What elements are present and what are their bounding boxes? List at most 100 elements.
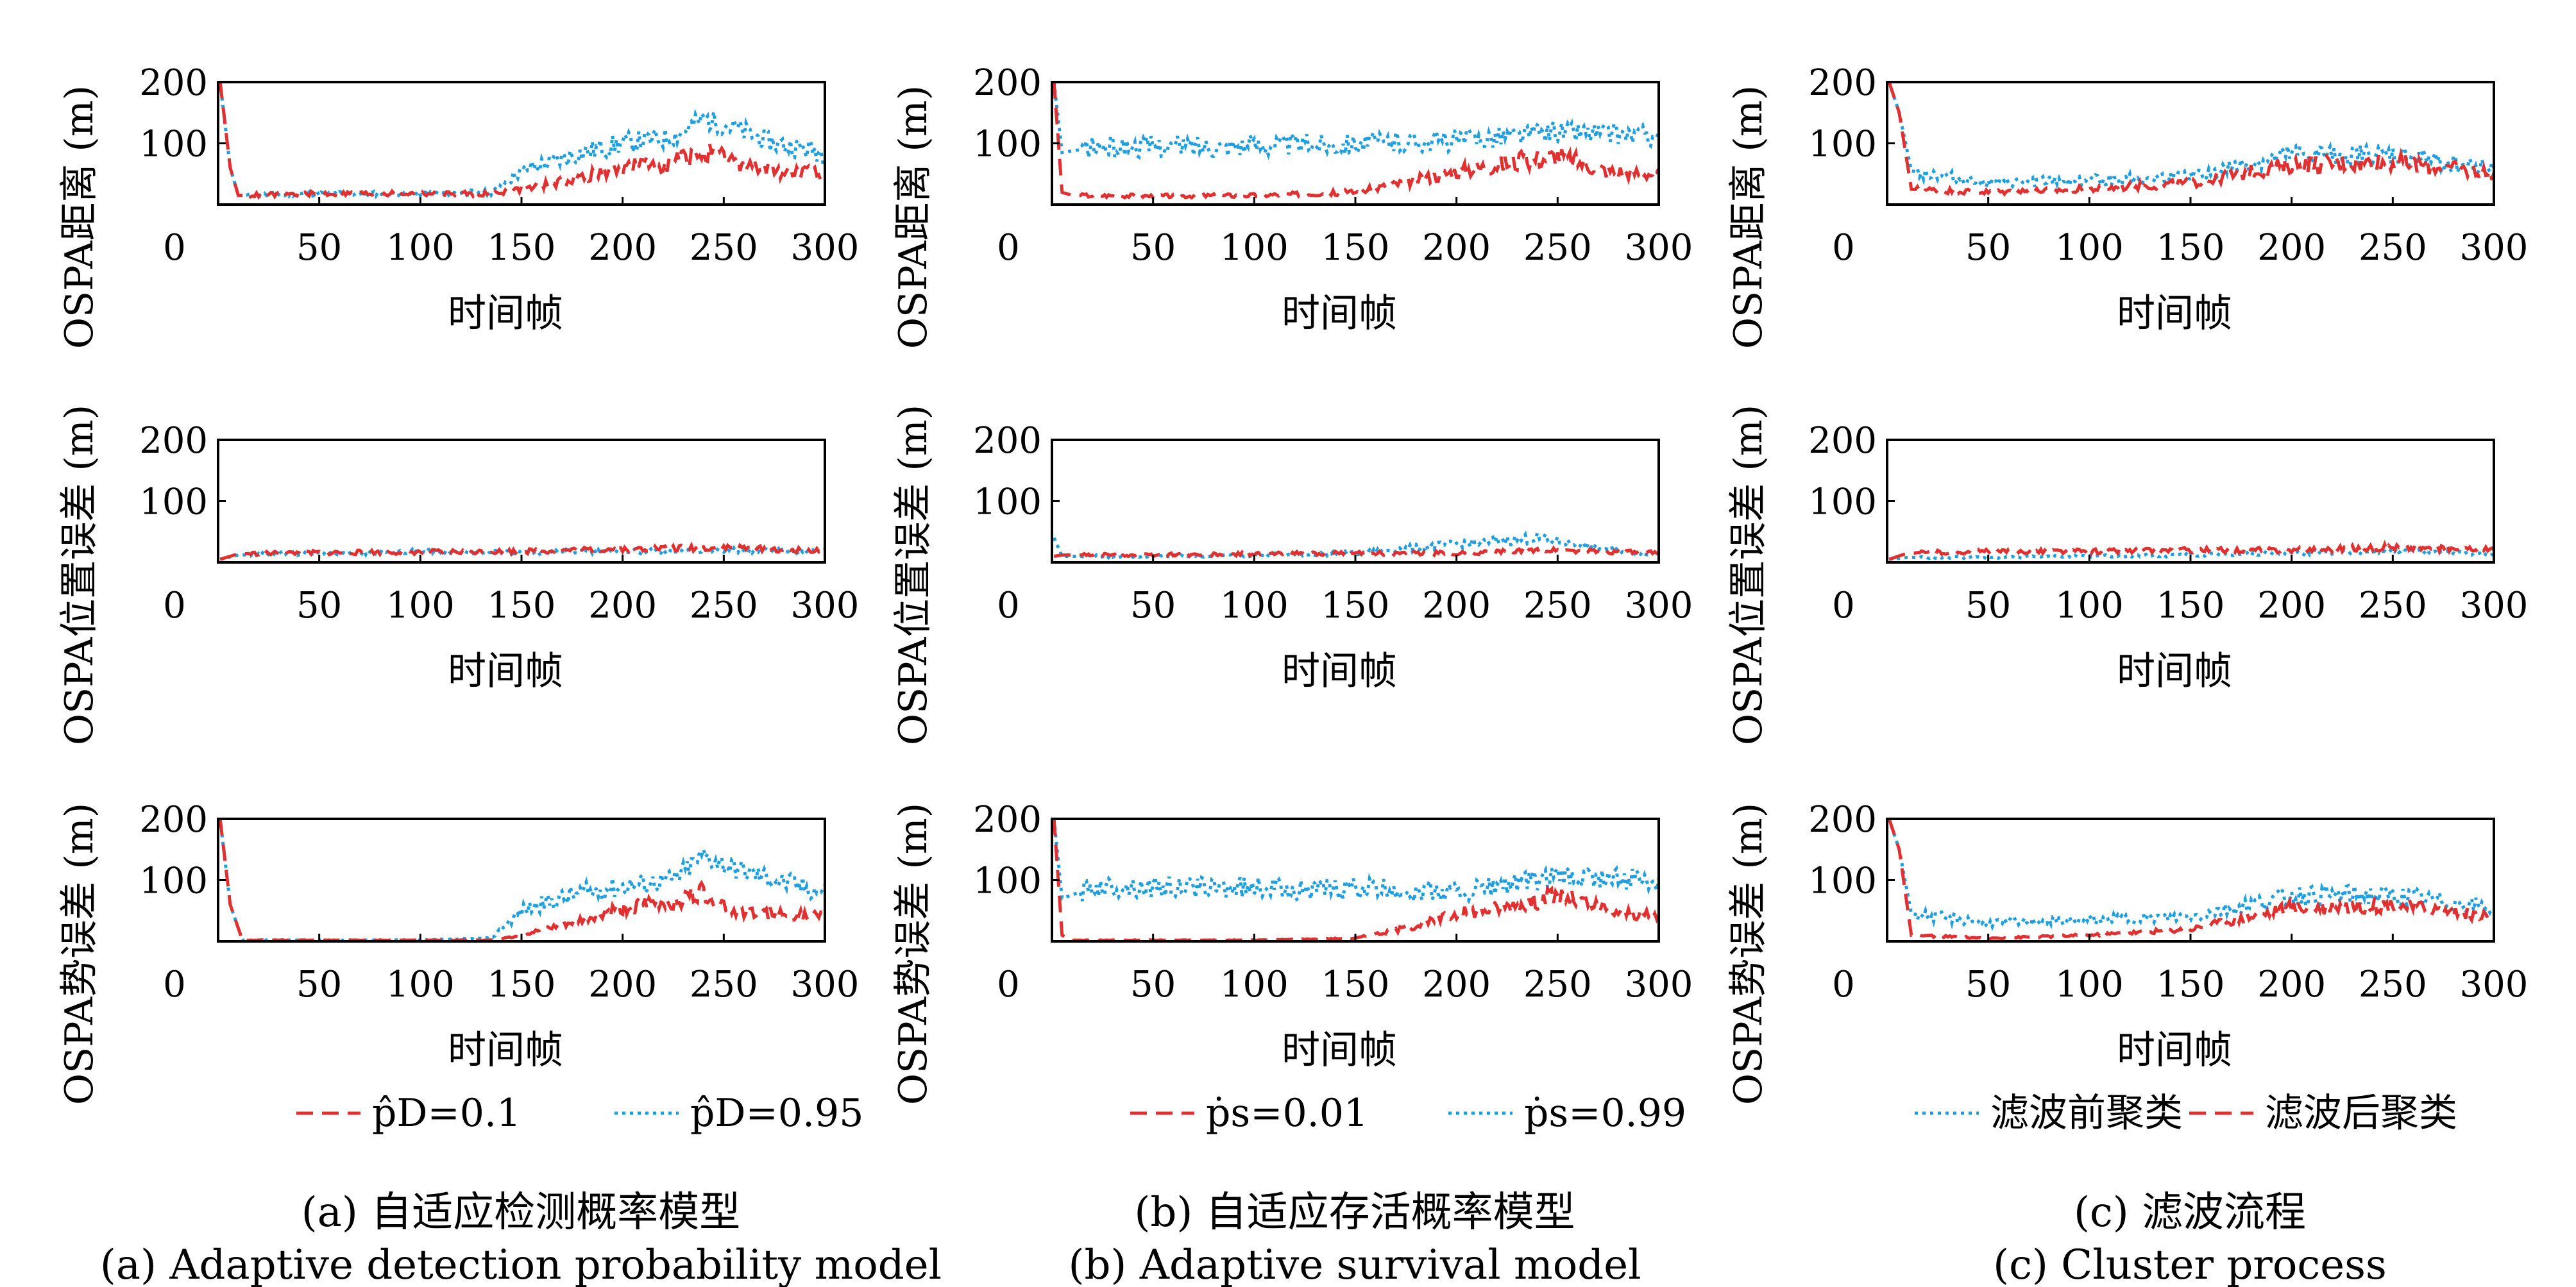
x-tick-label: 100	[386, 585, 455, 627]
x-tick-label: 200	[1422, 964, 1491, 1005]
x-tick-label: 300	[2460, 964, 2529, 1005]
x-tick-label: 100	[2055, 585, 2124, 627]
y-axis-label: OSPA距离 (m)	[1726, 85, 1771, 349]
x-tick-label: 150	[487, 227, 556, 269]
x-tick-label: 300	[1625, 964, 1693, 1005]
y-tick-label: 200	[139, 420, 208, 462]
x-tick-label: 250	[690, 964, 758, 1005]
subplot-a-0: 0 50 100 150 200 250 300 100 200 时间帧 OSPA距离 (m)	[57, 62, 859, 349]
x-tick-label: 150	[487, 964, 556, 1005]
legend-0: p̂D=0.1 p̂D=0.95	[296, 1091, 863, 1136]
caption-zh: (a) 自适应检测概率模型	[301, 1189, 740, 1236]
legend-label: ṗs=0.99	[1524, 1091, 1686, 1136]
subplot-b-1: 0 50 100 150 200 250 300 100 200 时间帧 OSPA位置误差 (m)	[891, 405, 1693, 745]
x-tick-label: 250	[690, 585, 758, 627]
y-axis-label: OSPA势误差 (m)	[1726, 803, 1771, 1105]
caption-en: (b) Adaptive survival model	[1068, 1241, 1641, 1287]
x-tick-label: 150	[2157, 964, 2225, 1005]
x-axis-label: 时间帧	[2117, 291, 2232, 336]
y-axis-label: OSPA势误差 (m)	[891, 803, 936, 1105]
legend-label: 滤波前聚类	[1990, 1091, 2183, 1136]
y-axis-label: OSPA位置误差 (m)	[891, 405, 936, 745]
x-tick-label: 0	[1832, 585, 1855, 627]
legend-label: ṗs=0.01	[1206, 1091, 1368, 1136]
x-axis-label: 时间帧	[448, 291, 563, 336]
plot-frame	[1051, 439, 1660, 564]
y-tick-label: 200	[139, 799, 208, 841]
caption-zh: (c) 滤波流程	[2074, 1189, 2306, 1236]
legend-label: p̂D=0.95	[690, 1091, 863, 1136]
x-tick-label: 100	[1220, 964, 1289, 1005]
x-tick-label: 300	[2460, 585, 2529, 627]
y-tick-label: 100	[139, 482, 208, 523]
x-tick-label: 50	[1130, 964, 1176, 1005]
series-line-a2-0	[218, 818, 825, 943]
subplot-a-2: 0 50 100 150 200 250 300 100 200 时间帧 OSPA势误差 (m)	[57, 799, 859, 1105]
y-tick-label: 200	[973, 420, 1042, 462]
x-tick-label: 200	[1422, 585, 1491, 627]
subplot-c-2: 0 50 100 150 200 250 300 100 200 时间帧 OSPA势误差 (m)	[1726, 799, 2528, 1105]
x-tick-label: 150	[1321, 964, 1390, 1005]
x-tick-label: 200	[588, 585, 657, 627]
x-axis-label: 时间帧	[448, 1028, 563, 1073]
y-tick-label: 200	[139, 62, 208, 104]
y-tick-label: 200	[1808, 62, 1877, 104]
x-tick-label: 50	[296, 585, 342, 627]
x-tick-label: 0	[163, 585, 186, 627]
x-tick-label: 100	[386, 227, 455, 269]
legend-label: p̂D=0.1	[372, 1091, 521, 1136]
x-tick-label: 150	[2157, 585, 2225, 627]
y-tick-label: 200	[1808, 799, 1877, 841]
series-line-b0-1	[1052, 81, 1659, 200]
x-tick-label: 0	[997, 585, 1020, 627]
series-line-c1-1	[1888, 539, 2494, 561]
y-tick-label: 100	[1808, 124, 1877, 165]
x-tick-label: 300	[791, 585, 860, 627]
caption-en: (c) Cluster process	[1993, 1241, 2387, 1287]
x-tick-label: 300	[2460, 227, 2529, 269]
x-tick-label: 200	[2257, 585, 2326, 627]
y-tick-label: 200	[1808, 420, 1877, 462]
x-axis-label: 时间帧	[1282, 649, 1397, 694]
legend-1: ṗs=0.01 ṗs=0.99	[1130, 1091, 1686, 1136]
x-tick-label: 200	[588, 964, 657, 1005]
plot-frame	[1886, 439, 2495, 564]
x-axis-label: 时间帧	[2117, 1028, 2232, 1073]
legend-2: 滤波前聚类 滤波后聚类	[1915, 1091, 2457, 1136]
x-tick-label: 250	[1523, 585, 1592, 627]
subplot-c-1: 0 50 100 150 200 250 300 100 200 时间帧 OSPA位置误差 (m)	[1726, 405, 2528, 745]
plot-frame	[1051, 81, 1660, 206]
x-tick-label: 250	[1523, 227, 1592, 269]
y-tick-label: 100	[973, 861, 1042, 902]
series-line-c1-0	[1888, 545, 2494, 561]
x-tick-label: 200	[588, 227, 657, 269]
x-tick-label: 150	[1321, 585, 1390, 627]
plot-frame	[217, 818, 826, 943]
x-axis-label: 时间帧	[1282, 1028, 1397, 1073]
subplot-b-2: 0 50 100 150 200 250 300 100 200 时间帧 OSPA势误差 (m)	[891, 799, 1693, 1105]
y-tick-label: 100	[1808, 482, 1877, 523]
y-tick-label: 200	[973, 62, 1042, 104]
x-tick-label: 150	[1321, 227, 1390, 269]
y-tick-label: 200	[973, 799, 1042, 841]
x-tick-label: 300	[791, 964, 860, 1005]
x-tick-label: 50	[1965, 227, 2011, 269]
y-tick-label: 100	[139, 861, 208, 902]
x-tick-label: 50	[1130, 585, 1176, 627]
x-tick-label: 100	[2055, 964, 2124, 1005]
caption-zh: (b) 自适应存活概率模型	[1134, 1189, 1575, 1236]
x-tick-label: 300	[1625, 585, 1693, 627]
y-axis-label: OSPA位置误差 (m)	[57, 405, 102, 745]
x-axis-label: 时间帧	[2117, 649, 2232, 694]
y-axis-label: OSPA势误差 (m)	[57, 803, 102, 1105]
x-axis-label: 时间帧	[448, 649, 563, 694]
x-tick-label: 200	[1422, 227, 1491, 269]
x-tick-label: 0	[1832, 964, 1855, 1005]
x-tick-label: 250	[2359, 585, 2427, 627]
series-line-b2-1	[1052, 818, 1659, 943]
x-tick-label: 300	[1625, 227, 1693, 269]
x-tick-label: 0	[1832, 227, 1855, 269]
y-tick-label: 100	[973, 482, 1042, 523]
subplot-c-0: 0 50 100 150 200 250 300 100 200 时间帧 OSPA距离 (m)	[1726, 62, 2528, 349]
x-tick-label: 250	[1523, 964, 1592, 1005]
